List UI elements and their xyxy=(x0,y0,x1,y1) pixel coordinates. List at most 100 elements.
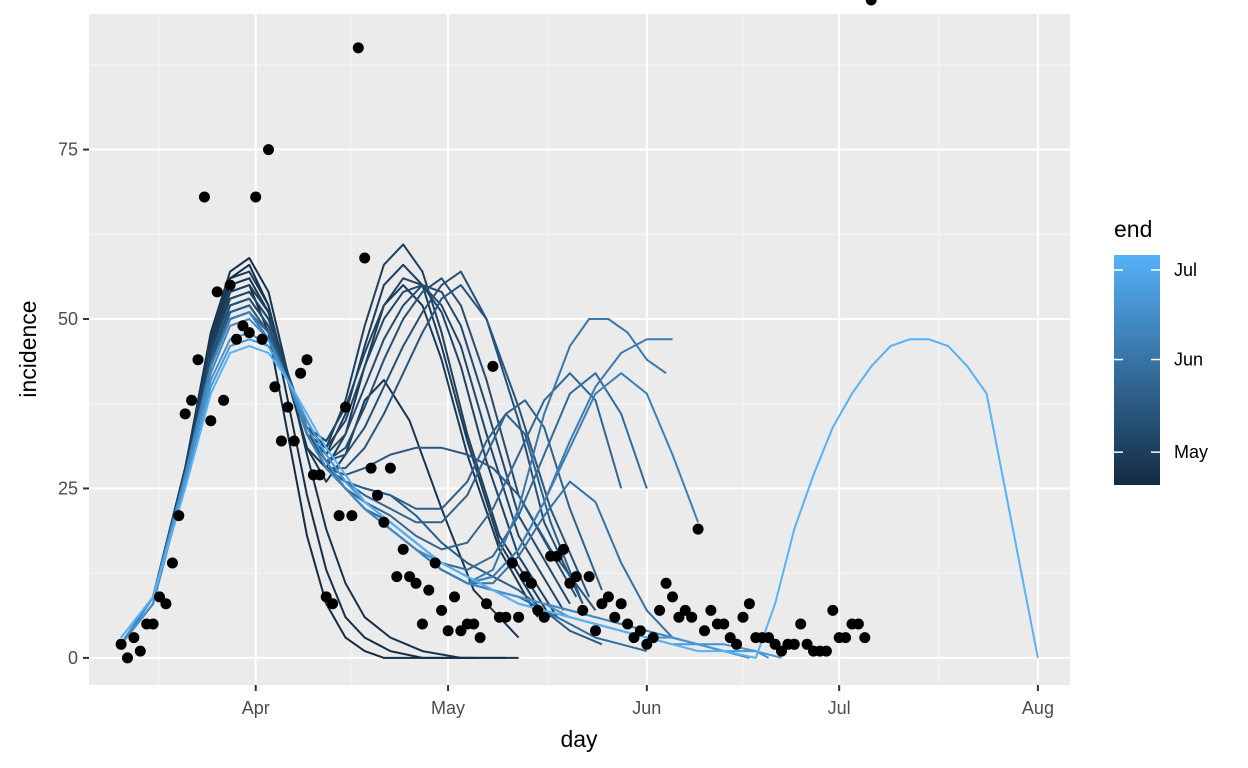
data-point xyxy=(737,611,749,623)
data-point xyxy=(481,598,492,610)
data-point xyxy=(179,408,191,420)
legend-label: Jun xyxy=(1174,350,1203,370)
data-point xyxy=(269,381,281,393)
data-point xyxy=(731,638,743,650)
data-point xyxy=(570,571,582,583)
data-point xyxy=(852,618,864,630)
data-point xyxy=(686,611,698,623)
axis-ticks xyxy=(83,148,1039,691)
data-point xyxy=(340,401,351,413)
data-point xyxy=(506,557,518,569)
data-point xyxy=(429,557,441,569)
x-tick-label: Jul xyxy=(828,698,851,718)
data-point xyxy=(384,462,396,474)
data-point xyxy=(134,645,146,657)
series-layer xyxy=(120,243,1039,659)
data-point xyxy=(205,415,217,427)
data-point xyxy=(609,611,621,623)
data-point xyxy=(577,604,589,616)
data-point xyxy=(365,462,377,474)
data-point xyxy=(327,598,339,610)
data-point xyxy=(243,327,255,339)
data-point xyxy=(391,571,403,583)
data-point xyxy=(410,577,422,589)
y-tick-label: 50 xyxy=(58,309,78,329)
data-point xyxy=(442,625,454,637)
data-point xyxy=(840,632,852,644)
data-point xyxy=(173,510,185,522)
data-point xyxy=(667,591,678,603)
data-point xyxy=(474,632,486,644)
data-point xyxy=(795,618,807,630)
data-point xyxy=(558,543,569,555)
data-point xyxy=(301,354,313,366)
legend-title: end xyxy=(1114,216,1152,242)
data-point xyxy=(602,591,614,603)
data-point xyxy=(436,604,448,616)
data-point xyxy=(513,611,525,623)
x-tick-label: Jun xyxy=(632,698,661,718)
data-point xyxy=(583,571,595,583)
series-line xyxy=(120,284,565,645)
data-point xyxy=(660,577,672,589)
data-point xyxy=(224,279,236,291)
series-line xyxy=(120,284,591,645)
data-point xyxy=(314,469,326,481)
data-point xyxy=(211,286,223,298)
data-point xyxy=(647,632,659,644)
y-tick-label: 25 xyxy=(58,478,78,498)
data-point xyxy=(231,333,242,345)
data-point xyxy=(468,618,480,630)
legend-ticks: May Jun Jul xyxy=(1114,260,1208,462)
data-point xyxy=(654,604,666,616)
data-point xyxy=(827,604,839,616)
data-point xyxy=(186,394,198,406)
data-point xyxy=(590,625,601,637)
data-point xyxy=(865,0,877,6)
x-axis-title: day xyxy=(560,726,598,752)
series-line xyxy=(120,338,1039,659)
data-point xyxy=(449,591,460,603)
y-tick-label: 0 xyxy=(68,648,78,668)
grid-minor xyxy=(89,14,1070,685)
x-tick-label: Aug xyxy=(1022,698,1054,718)
data-point xyxy=(333,510,345,522)
data-point xyxy=(859,632,871,644)
data-point xyxy=(166,557,178,569)
legend-label: May xyxy=(1174,442,1208,462)
data-point xyxy=(275,435,287,447)
data-point xyxy=(615,598,627,610)
data-point xyxy=(263,144,274,156)
data-point xyxy=(699,625,710,637)
data-point xyxy=(115,638,127,650)
data-point xyxy=(288,435,300,447)
data-point xyxy=(500,611,512,623)
x-tick-label: Apr xyxy=(242,698,270,718)
data-point xyxy=(192,354,204,366)
data-point xyxy=(487,360,499,372)
data-point xyxy=(295,367,307,379)
data-point xyxy=(128,632,140,644)
legend-colorbar xyxy=(1114,255,1160,485)
data-point xyxy=(820,645,832,657)
grid-major xyxy=(89,14,1070,685)
y-axis-title: incidence xyxy=(15,300,41,397)
data-point xyxy=(378,516,390,528)
y-tick-label: 75 xyxy=(58,140,78,160)
data-point xyxy=(198,191,210,203)
data-point xyxy=(352,42,364,54)
data-point xyxy=(160,598,172,610)
data-point xyxy=(416,618,428,630)
legend: end May Jun Jul xyxy=(1114,216,1208,485)
data-point xyxy=(147,618,159,630)
y-tick-labels: 0 25 50 75 xyxy=(58,140,78,668)
data-point xyxy=(250,191,262,203)
data-point xyxy=(596,598,608,610)
data-point xyxy=(122,652,133,664)
x-tick-labels: Apr May Jun Jul Aug xyxy=(242,698,1054,718)
data-point xyxy=(788,638,800,650)
data-point xyxy=(218,394,230,406)
data-point xyxy=(705,604,717,616)
legend-label: Jul xyxy=(1174,260,1197,280)
